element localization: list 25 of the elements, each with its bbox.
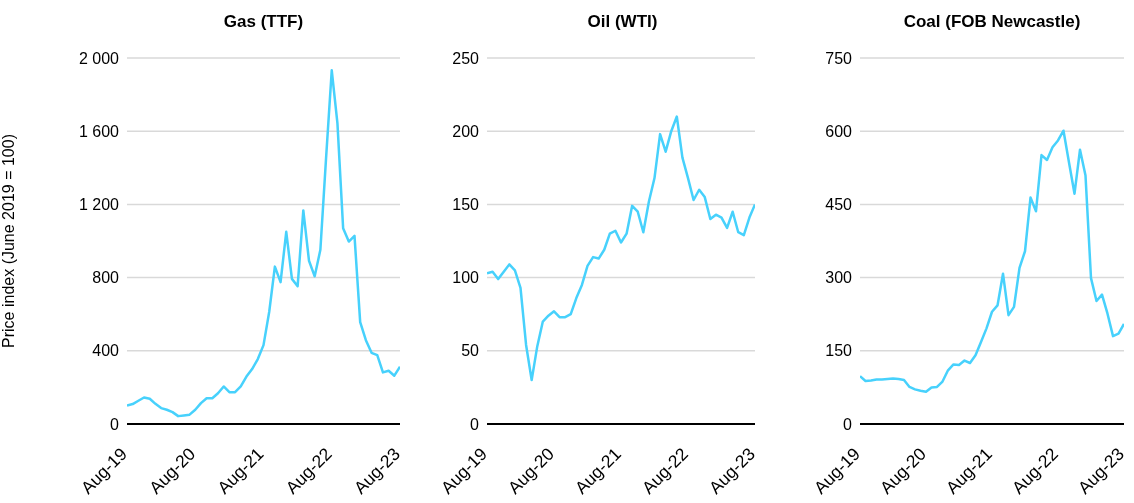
y-tick-label: 400 — [92, 342, 120, 360]
y-tick-label: 250 — [452, 49, 480, 67]
y-tick-label: 150 — [825, 342, 853, 360]
y-tick-label: 0 — [843, 415, 853, 433]
y-tick-label: 50 — [461, 342, 480, 360]
y-tick-label: 300 — [825, 269, 853, 287]
y-tick-label: 0 — [110, 415, 120, 433]
y-tick-label: 600 — [825, 122, 853, 140]
y-tick-label: 1 600 — [78, 122, 120, 140]
chart-title: Coal (FOB Newcastle) — [902, 11, 1082, 33]
y-axis-title: Price index (June 2019 = 100) — [0, 134, 17, 348]
y-tick-label: 100 — [452, 269, 480, 287]
y-tick-label: 2 000 — [78, 49, 120, 67]
y-tick-label: 200 — [452, 122, 480, 140]
y-tick-label: 450 — [825, 196, 853, 214]
y-tick-label: 800 — [92, 269, 120, 287]
chart-title: Oil (WTI) — [586, 11, 659, 33]
line-series — [487, 115, 755, 382]
chart-title: Gas (TTF) — [222, 11, 305, 33]
y-tick-label: 1 200 — [78, 196, 120, 214]
y-tick-label: 750 — [825, 49, 853, 67]
y-tick-label: 0 — [470, 415, 480, 433]
y-tick-label: 150 — [452, 196, 480, 214]
line-series — [127, 69, 400, 418]
line-series — [860, 129, 1124, 394]
